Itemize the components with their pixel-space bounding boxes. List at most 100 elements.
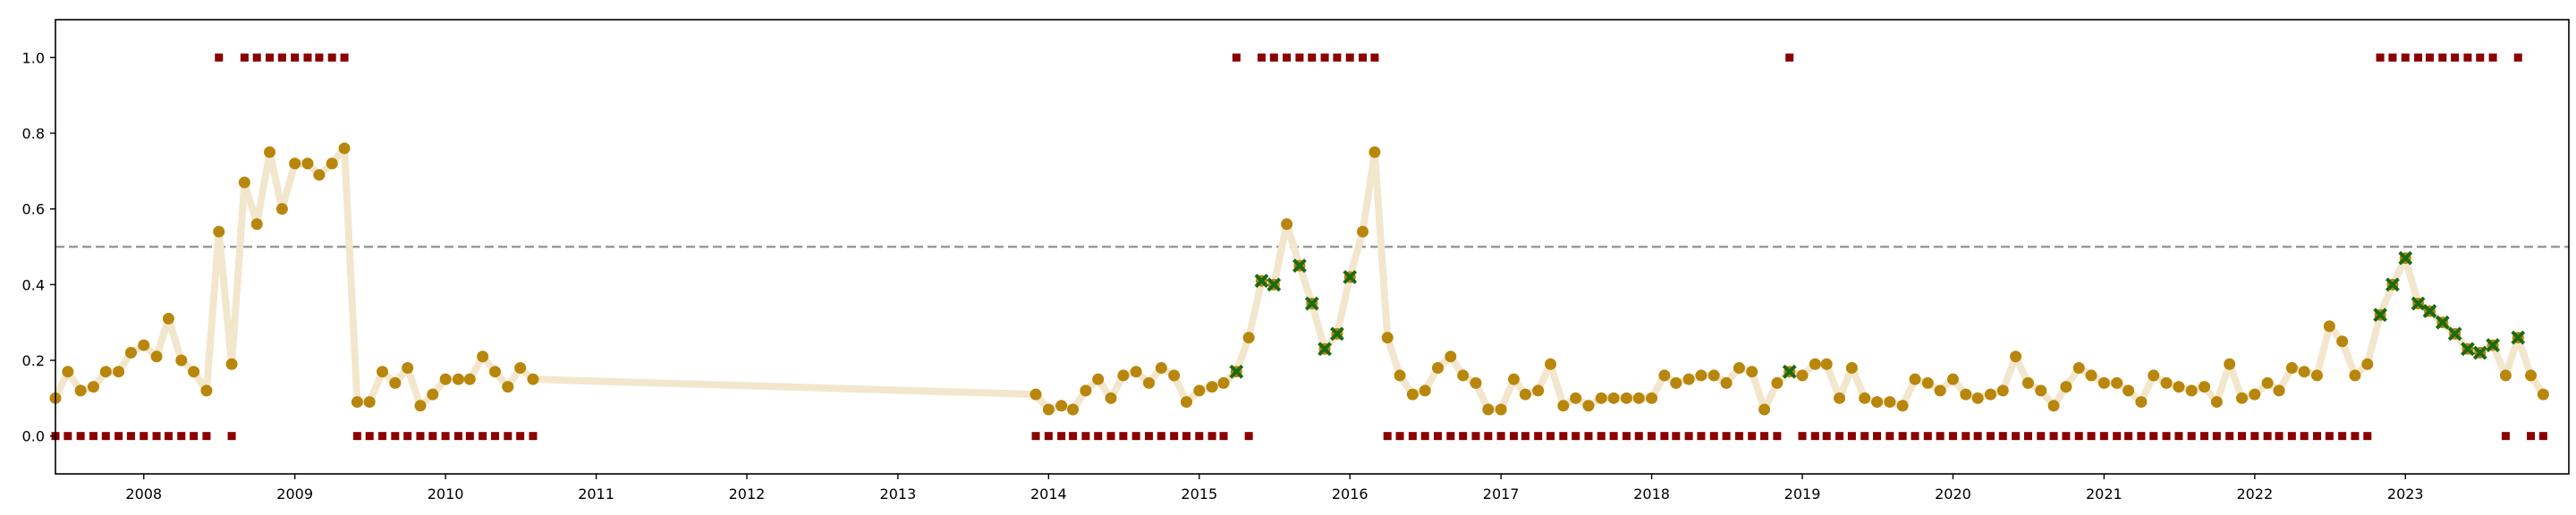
data-point [1758,403,1771,416]
square-marker [2527,432,2536,441]
data-point [2085,369,2097,382]
y-tick-label: 0.4 [22,276,45,293]
data-point [1030,388,1042,401]
square-marker [1359,53,1368,62]
square-marker [1962,432,1970,441]
data-point [175,354,188,367]
data-point [1632,392,1645,404]
data-point [1921,376,1934,389]
square-marker [1471,432,1480,441]
square-marker [1722,432,1731,441]
data-point [289,157,301,170]
data-point [1820,358,1833,370]
data-point [488,366,501,378]
data-point [1067,403,1080,416]
data-point [301,157,314,170]
data-point [1859,392,1871,404]
square-marker [2225,432,2234,441]
data-point [2021,376,2034,389]
data-point [1646,392,1658,404]
square-marker [352,432,361,441]
data-point [1470,376,1482,389]
square-marker [2200,432,2209,441]
data-point [225,358,238,370]
data-point [1180,396,1192,409]
square-marker [465,432,474,441]
cross-marker [2486,338,2501,352]
square-marker [453,432,462,441]
data-point [2047,400,2060,412]
square-marker [2049,432,2058,441]
square-marker [2137,432,2146,441]
data-point [1695,369,1707,382]
square-marker [2149,432,2158,441]
square-marker [1157,432,1165,441]
data-point [452,373,464,385]
data-point [1570,392,1582,404]
data-point [1746,366,1758,378]
square-marker [1081,432,1090,441]
data-point [1733,361,1745,374]
data-point [363,396,376,409]
data-point [1670,376,1682,389]
data-point [99,366,112,378]
data-point [113,366,125,378]
cross-marker [2511,330,2526,345]
square-marker [428,432,437,441]
data-point [2298,366,2310,378]
data-point [162,312,174,325]
data-point [188,366,200,378]
square-marker [2513,53,2522,62]
square-marker [1244,432,1253,441]
data-point [2035,384,2047,397]
data-point [1419,384,1431,397]
x-tick-label: 2009 [276,485,313,502]
square-marker [1269,53,1278,62]
square-marker [2074,432,2083,441]
data-point [1381,332,1394,344]
data-point [1934,384,1946,397]
data-point [1557,400,1570,412]
square-marker [2488,53,2497,62]
square-marker [1923,432,1932,441]
data-point [1445,350,1457,363]
square-marker [114,432,123,441]
data-point [2224,358,2236,370]
data-point [439,373,452,385]
y-tick-label: 0.0 [22,428,45,445]
square-marker [2162,432,2171,441]
square-marker [2250,432,2259,441]
square-marker [2012,432,2021,441]
data-point [1871,396,1884,409]
square-marker [1748,432,1757,441]
square-marker [1208,432,1216,441]
cross-marker [2422,304,2437,318]
data-point [1457,369,1470,382]
square-marker [1546,432,1555,441]
cross-marker [2447,326,2462,342]
data-point [2111,376,2123,389]
data-point [1845,361,1858,374]
data-point [1996,384,2009,397]
square-marker [164,432,173,441]
square-marker [1144,432,1153,441]
data-point [2261,376,2274,389]
data-point [1193,384,1206,397]
data-point [275,203,288,215]
square-marker [1672,432,1681,441]
data-point [1796,369,1809,382]
data-point [2249,388,2261,401]
square-marker [377,432,386,441]
data-point [1960,388,1972,401]
data-point [250,218,263,231]
cross-marker [2472,345,2487,360]
x-tick-label: 2018 [1633,485,1670,502]
square-marker [126,432,135,441]
square-marker [1320,53,1329,62]
square-marker [177,432,186,441]
square-marker [1572,432,1580,441]
square-marker [240,53,249,62]
square-marker [504,432,513,441]
square-marker [1534,432,1543,441]
